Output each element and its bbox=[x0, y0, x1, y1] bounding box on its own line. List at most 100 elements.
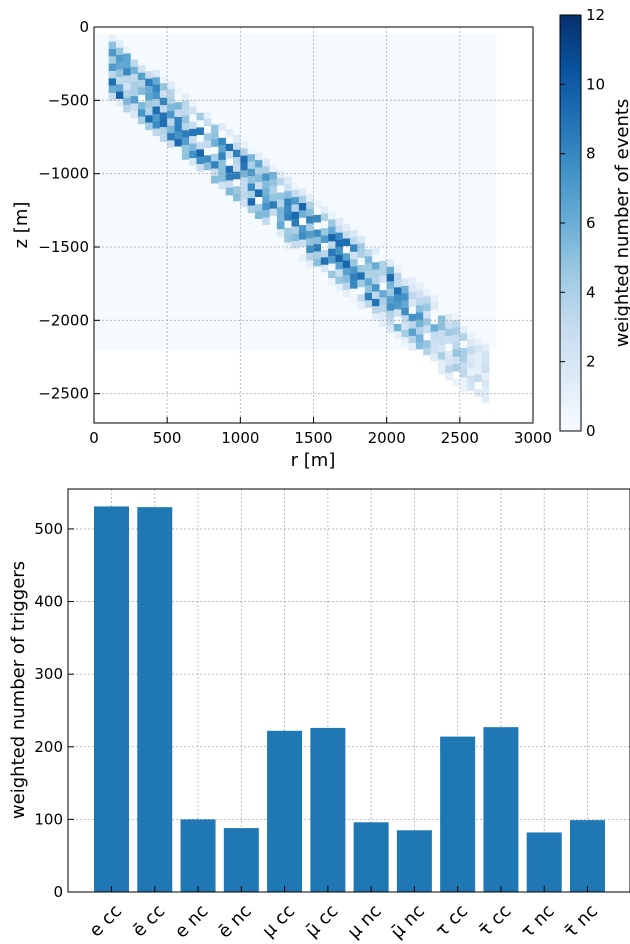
heatmap-cell bbox=[467, 339, 475, 347]
heatmap-cell bbox=[115, 62, 124, 70]
bar bbox=[440, 736, 476, 892]
heatmap-cell bbox=[196, 149, 204, 157]
heatmap-cell bbox=[401, 322, 409, 331]
heatmap-cell bbox=[350, 281, 358, 289]
heatmap-cell bbox=[445, 328, 453, 337]
heatmap-cell bbox=[159, 97, 168, 106]
heatmap-cell bbox=[284, 183, 292, 192]
colorbar-ticks: 0 2 4 6 8 10 12 bbox=[560, 6, 605, 440]
heatmap-cell bbox=[254, 152, 263, 161]
heatmap-cell bbox=[423, 340, 431, 348]
heatmap-cell bbox=[123, 97, 131, 106]
heatmap-cell bbox=[152, 113, 161, 122]
heatmap-cell bbox=[262, 202, 270, 211]
heatmap-cell bbox=[320, 250, 329, 258]
heatmap-cell bbox=[218, 159, 226, 168]
heatmap-cell bbox=[130, 81, 139, 89]
heatmap-cell bbox=[445, 336, 453, 344]
heatmap-cell bbox=[364, 263, 373, 272]
heatmap-cells bbox=[108, 34, 490, 403]
heatmap-cell bbox=[284, 176, 292, 185]
heatmap-cell bbox=[167, 89, 175, 97]
heatmap-cell bbox=[364, 270, 373, 279]
heatmap-cell bbox=[254, 174, 263, 183]
heatmap-cell bbox=[415, 290, 424, 298]
heatmap-cell bbox=[467, 383, 475, 391]
heatmap-cell bbox=[218, 145, 226, 153]
heatmap-cell bbox=[459, 377, 468, 385]
bar-y-axis-label: weighted number of triggers bbox=[8, 561, 29, 819]
heatmap-cell bbox=[115, 84, 124, 92]
heatmap-cell bbox=[240, 177, 248, 186]
bar-x-ticks: e cc ē cc e nc ē nc μ cc μ̄ cc μ nc μ̄ nc τ cc τ̄… bbox=[85, 886, 602, 943]
heatmap-cell bbox=[372, 276, 380, 285]
heatmap-cell bbox=[152, 84, 161, 93]
heatmap-cell bbox=[159, 75, 168, 84]
heatmap-cell bbox=[115, 76, 124, 85]
heatmap-cell bbox=[108, 85, 117, 94]
heatmap-cell bbox=[313, 236, 322, 245]
heatmap-cell bbox=[328, 278, 336, 286]
heatmap-cell bbox=[342, 289, 351, 298]
heatmap-cell bbox=[189, 150, 197, 159]
heatmap-cell bbox=[474, 337, 482, 346]
heatmap-cell bbox=[298, 232, 307, 240]
heatmap-cell bbox=[481, 351, 490, 359]
heatmap-cell bbox=[342, 223, 351, 232]
heatmap-cell bbox=[328, 234, 336, 242]
heatmap-cell bbox=[276, 207, 285, 215]
heatmap-cell bbox=[181, 108, 190, 116]
bar-y-tick-label: 100 bbox=[34, 810, 63, 828]
heatmap-cell bbox=[189, 143, 197, 152]
heatmap-cell bbox=[247, 176, 256, 184]
bar-x-tick-label: μ cc bbox=[258, 901, 299, 942]
heatmap-cell bbox=[276, 221, 285, 230]
heatmap-cell bbox=[386, 266, 395, 275]
heatmap-cell bbox=[350, 273, 358, 282]
heatmap-cell bbox=[320, 235, 329, 243]
heatmap-cell bbox=[401, 307, 409, 316]
heatmap-cell bbox=[379, 304, 387, 313]
heatmap-cell bbox=[145, 85, 153, 94]
heatmap-cell bbox=[313, 200, 322, 208]
heatmap-y-tick-label: 0 bbox=[79, 18, 89, 36]
bars bbox=[94, 506, 605, 892]
heatmap-y-tick-label: −2000 bbox=[38, 311, 89, 329]
heatmap-cell bbox=[269, 186, 278, 195]
heatmap-y-ticks: 0 −500 −1000 −1500 −2000 −2500 bbox=[38, 18, 100, 403]
heatmap-cell bbox=[474, 345, 482, 353]
heatmap-cell bbox=[240, 192, 248, 200]
heatmap-cell bbox=[350, 229, 358, 238]
heatmap-cell bbox=[262, 217, 270, 225]
heatmap-cell bbox=[423, 325, 431, 334]
heatmap-cell bbox=[357, 235, 365, 244]
heatmap-cell bbox=[313, 251, 322, 260]
heatmap-cell bbox=[159, 112, 168, 120]
heatmap-cell bbox=[306, 194, 314, 202]
heatmap-cell bbox=[291, 189, 300, 198]
heatmap-cell bbox=[320, 257, 329, 265]
heatmap-cell bbox=[437, 322, 446, 331]
heatmap-cell bbox=[181, 122, 190, 131]
heatmap-cell bbox=[233, 193, 241, 202]
heatmap-cell bbox=[254, 204, 263, 212]
heatmap-cell bbox=[115, 91, 124, 100]
heatmap-cell bbox=[203, 140, 212, 149]
heatmap-cell bbox=[247, 168, 256, 177]
heatmap-y-tick-label: −1500 bbox=[38, 238, 89, 256]
heatmap-chart: 0 500 1000 1500 2000 2500 3000 0 −500 −1000 −1500… bbox=[11, 6, 630, 471]
heatmap-cell bbox=[181, 100, 190, 109]
heatmap-cell bbox=[386, 296, 395, 304]
heatmap-cell bbox=[181, 93, 190, 102]
heatmap-cell bbox=[342, 253, 351, 261]
heatmap-cell bbox=[328, 270, 336, 279]
heatmap-cell bbox=[159, 119, 168, 128]
heatmap-cell bbox=[342, 260, 351, 269]
heatmap-cell bbox=[481, 343, 490, 352]
bar-x-tick-label: e nc bbox=[171, 901, 213, 943]
heatmap-cell bbox=[364, 285, 373, 294]
heatmap-cell bbox=[262, 173, 270, 181]
heatmap-cell bbox=[291, 226, 300, 234]
